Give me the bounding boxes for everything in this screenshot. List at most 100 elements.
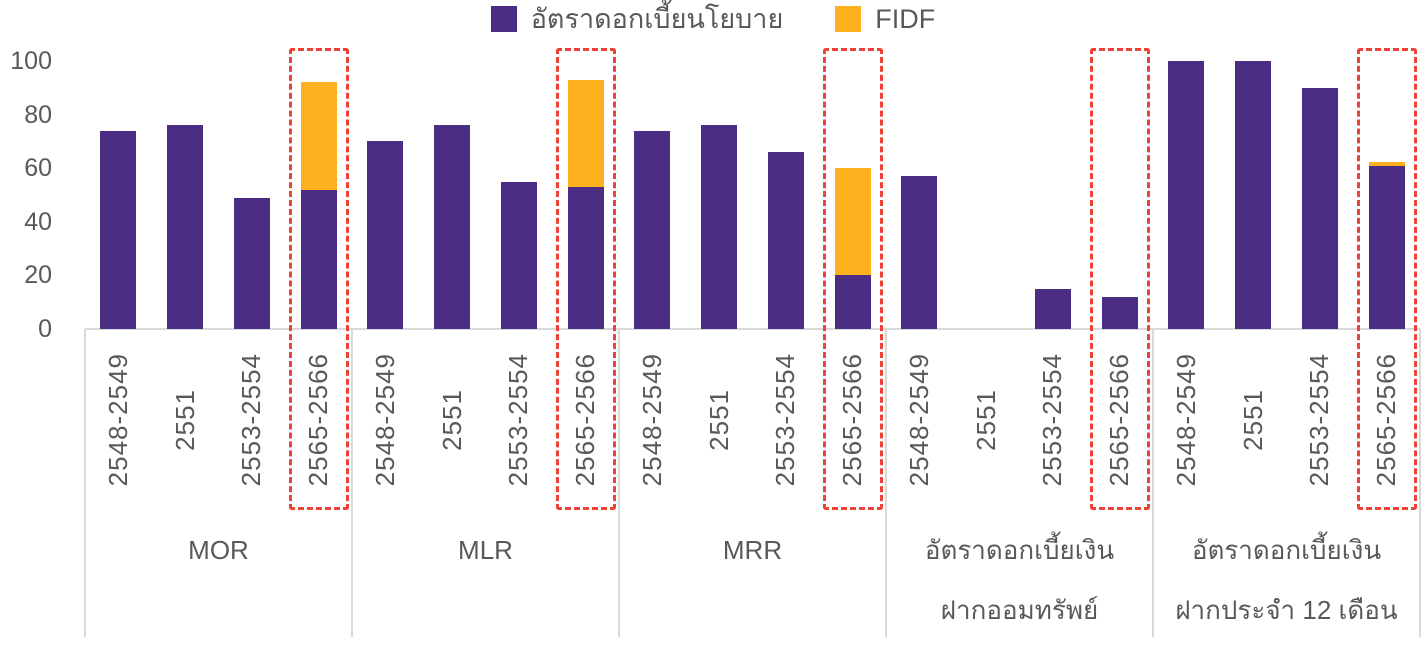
policy-bar: [1101, 296, 1138, 329]
year-label-cell: 2551: [1220, 332, 1287, 508]
fidf-bar: [1368, 161, 1405, 166]
legend-item-fidf: FIDF: [835, 4, 935, 34]
year-label: 2565-2566: [837, 353, 868, 487]
year-label: 2551: [970, 389, 1001, 451]
y-tick-label: 20: [24, 261, 52, 290]
policy-bar: [167, 125, 204, 329]
group-label-line: ฝากประจำ 12 เดือน: [1175, 595, 1398, 625]
year-label-cell: 2548-2549: [619, 332, 686, 508]
year-label-cell: 2553-2554: [1287, 332, 1354, 508]
legend-item-policy: อัตราดอกเบี้ยนโยบาย: [490, 4, 784, 34]
group-label: อัตราดอกเบี้ยเงินฝากออมทรัพย์: [886, 514, 1153, 640]
year-label: 2553-2554: [236, 353, 267, 487]
year-label-cell: 2548-2549: [85, 332, 152, 508]
year-label: 2553-2554: [770, 353, 801, 487]
year-label: 2553-2554: [503, 353, 534, 487]
year-label: 2548-2549: [636, 353, 667, 487]
policy-bar: [701, 125, 738, 329]
year-label: 2548-2549: [369, 353, 400, 487]
group-separator: [618, 329, 620, 637]
year-label-cell: 2548-2549: [352, 332, 419, 508]
year-label-cell: 2565-2566: [1086, 332, 1153, 508]
group-separator: [1152, 329, 1154, 637]
year-label-cell: 2553-2554: [1020, 332, 1087, 508]
policy-bar: [1368, 165, 1405, 329]
year-label: 2551: [1237, 389, 1268, 451]
year-label-cell: 2551: [953, 332, 1020, 508]
policy-bar: [901, 176, 938, 329]
group-label: MRR: [619, 514, 886, 580]
year-label-cell: 2551: [152, 332, 219, 508]
year-label-cell: 2565-2566: [285, 332, 352, 508]
fidf-series-swatch-icon: [835, 6, 862, 32]
year-label: 2565-2566: [1104, 353, 1135, 487]
year-label-cell: 2553-2554: [486, 332, 553, 508]
group-label-line: MLR: [458, 535, 513, 565]
policy-bar: [1235, 61, 1272, 329]
policy-bar: [1168, 61, 1205, 329]
year-label-cell: 2551: [686, 332, 753, 508]
year-label: 2551: [703, 389, 734, 451]
highlight-box: [1089, 48, 1150, 510]
year-label-cell: 2548-2549: [886, 332, 953, 508]
year-label-cell: 2551: [419, 332, 486, 508]
fidf-bar: [834, 168, 871, 276]
group-label-line: MRR: [722, 535, 783, 565]
policy-series-swatch-icon: [490, 6, 517, 32]
y-tick-label: 0: [38, 315, 52, 343]
highlight-box: [288, 48, 349, 510]
policy-bar: [367, 141, 404, 329]
policy-bar: [1034, 288, 1071, 329]
fidf-bar: [300, 82, 337, 190]
policy-bar: [567, 186, 604, 329]
year-label: 2551: [169, 389, 200, 451]
year-label-cell: 2553-2554: [753, 332, 820, 508]
policy-bar: [767, 152, 804, 329]
group-label-line: MOR: [188, 535, 249, 565]
group-label: MLR: [352, 514, 619, 580]
year-label-cell: 2565-2566: [552, 332, 619, 508]
group-label-line: ฝากออมทรัพย์: [940, 595, 1099, 625]
group-label-line: อัตราดอกเบี้ยเงิน: [1191, 535, 1382, 565]
year-label: 2548-2549: [903, 353, 934, 487]
group-label: MOR: [85, 514, 352, 580]
policy-bar: [434, 125, 471, 329]
year-label: 2548-2549: [102, 353, 133, 487]
year-label: 2548-2549: [1170, 353, 1201, 487]
year-label-cell: 2565-2566: [1353, 332, 1420, 508]
y-tick-label: 80: [24, 100, 52, 129]
highlight-box: [822, 48, 883, 510]
chart-legend: อัตราดอกเบี้ยนโยบาย FIDF: [0, 4, 1426, 34]
policy-bar: [300, 189, 337, 329]
year-label: 2565-2566: [1371, 353, 1402, 487]
policy-bar: [834, 275, 871, 329]
year-label: 2565-2566: [570, 353, 601, 487]
year-label: 2553-2554: [1304, 353, 1335, 487]
year-label-cell: 2565-2566: [819, 332, 886, 508]
policy-bar: [634, 130, 671, 329]
policy-bar: [1301, 87, 1338, 329]
group-separator: [84, 329, 86, 637]
group-separator: [885, 329, 887, 637]
y-tick-label: 100: [10, 47, 52, 75]
policy-bar: [233, 197, 270, 329]
year-label: 2553-2554: [1037, 353, 1068, 487]
highlight-box: [555, 48, 616, 510]
y-tick-label: 40: [24, 207, 52, 236]
year-label: 2565-2566: [303, 353, 334, 487]
policy-bar: [500, 181, 537, 329]
y-tick-label: 60: [24, 154, 52, 183]
legend-label-policy: อัตราดอกเบี้ยนโยบาย: [530, 4, 784, 34]
policy-bar: [100, 130, 137, 329]
highlight-box: [1356, 48, 1417, 510]
fidf-bar: [567, 79, 604, 187]
group-separator: [351, 329, 353, 637]
legend-label-fidf: FIDF: [875, 4, 936, 34]
group-label: อัตราดอกเบี้ยเงินฝากประจำ 12 เดือน: [1153, 514, 1420, 640]
group-label-line: อัตราดอกเบี้ยเงิน: [924, 535, 1115, 565]
group-separator: [1419, 329, 1421, 637]
year-label-cell: 2553-2554: [219, 332, 286, 508]
year-label: 2551: [436, 389, 467, 451]
year-label-cell: 2548-2549: [1153, 332, 1220, 508]
